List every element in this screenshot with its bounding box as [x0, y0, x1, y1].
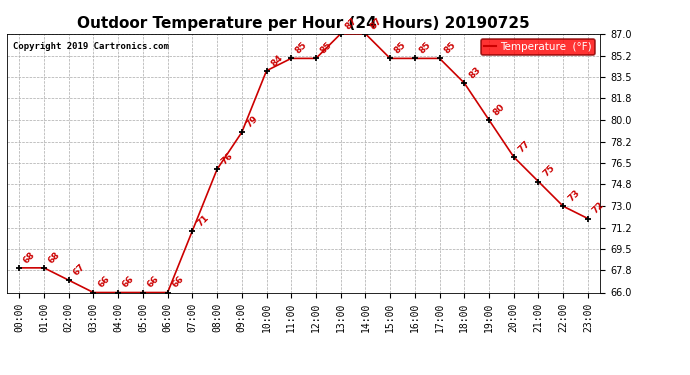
Text: Copyright 2019 Cartronics.com: Copyright 2019 Cartronics.com	[13, 42, 169, 51]
Text: 87: 87	[368, 16, 384, 31]
Text: 76: 76	[220, 151, 235, 166]
Text: 85: 85	[417, 40, 433, 56]
Text: 72: 72	[591, 201, 606, 216]
Text: 66: 66	[121, 274, 136, 290]
Text: 68: 68	[22, 250, 37, 265]
Text: 85: 85	[393, 40, 408, 56]
Text: 84: 84	[269, 53, 284, 68]
Text: 85: 85	[294, 40, 309, 56]
Text: 67: 67	[72, 262, 87, 278]
Text: 85: 85	[442, 40, 457, 56]
Legend: Temperature  (°F): Temperature (°F)	[480, 39, 595, 55]
Text: 79: 79	[244, 114, 260, 129]
Text: 66: 66	[170, 274, 186, 290]
Title: Outdoor Temperature per Hour (24 Hours) 20190725: Outdoor Temperature per Hour (24 Hours) …	[77, 16, 530, 31]
Text: 73: 73	[566, 188, 581, 204]
Text: 87: 87	[344, 16, 359, 31]
Text: 66: 66	[146, 274, 161, 290]
Text: 75: 75	[541, 164, 557, 179]
Text: 68: 68	[47, 250, 62, 265]
Text: 71: 71	[195, 213, 210, 228]
Text: 80: 80	[492, 102, 507, 117]
Text: 77: 77	[517, 139, 532, 154]
Text: 85: 85	[319, 40, 334, 56]
Text: 83: 83	[467, 65, 482, 80]
Text: 66: 66	[96, 274, 111, 290]
